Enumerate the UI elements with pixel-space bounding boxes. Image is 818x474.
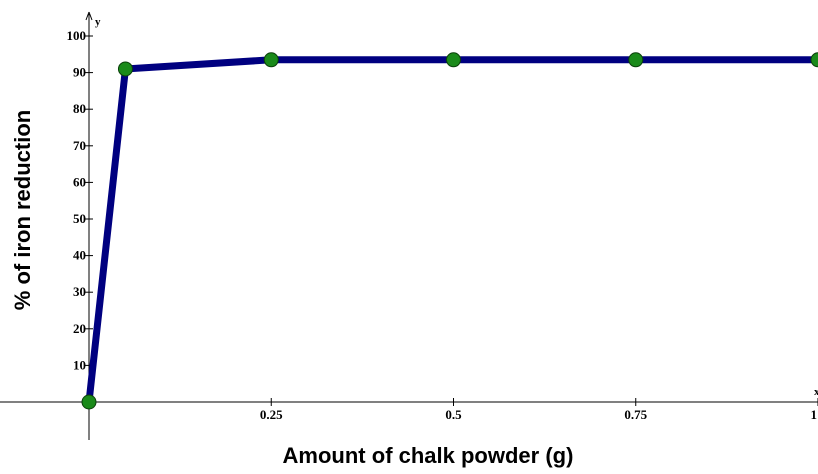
x-axis-letter: x (814, 386, 818, 398)
data-point (118, 62, 132, 76)
x-tick-label: 0.75 (624, 407, 647, 422)
y-tick-label: 100 (67, 28, 87, 43)
x-tick-label: 1 (811, 407, 818, 422)
data-point (447, 53, 461, 67)
data-point (264, 53, 278, 67)
y-tick-label: 30 (73, 284, 86, 299)
y-axis-letter: y (95, 16, 101, 28)
y-tick-label: 50 (73, 211, 86, 226)
x-tick-label: 0.5 (445, 407, 462, 422)
data-point (811, 53, 818, 67)
series-line (89, 60, 818, 402)
y-tick-label: 60 (73, 174, 86, 189)
x-axis-title: Amount of chalk powder (g) (283, 443, 574, 468)
y-tick-label: 80 (73, 101, 86, 116)
y-tick-label: 90 (73, 65, 86, 80)
x-tick-label: 0.25 (260, 407, 283, 422)
data-point (629, 53, 643, 67)
labels-layer: % of iron reduction Amount of chalk powd… (10, 16, 818, 468)
y-tick-label: 40 (73, 248, 86, 263)
series-layer (82, 53, 818, 409)
y-tick-label: 20 (73, 321, 86, 336)
y-tick-label: 70 (73, 138, 86, 153)
y-axis-title: % of iron reduction (10, 110, 35, 310)
y-tick-label: 10 (73, 357, 86, 372)
data-point (82, 395, 96, 409)
